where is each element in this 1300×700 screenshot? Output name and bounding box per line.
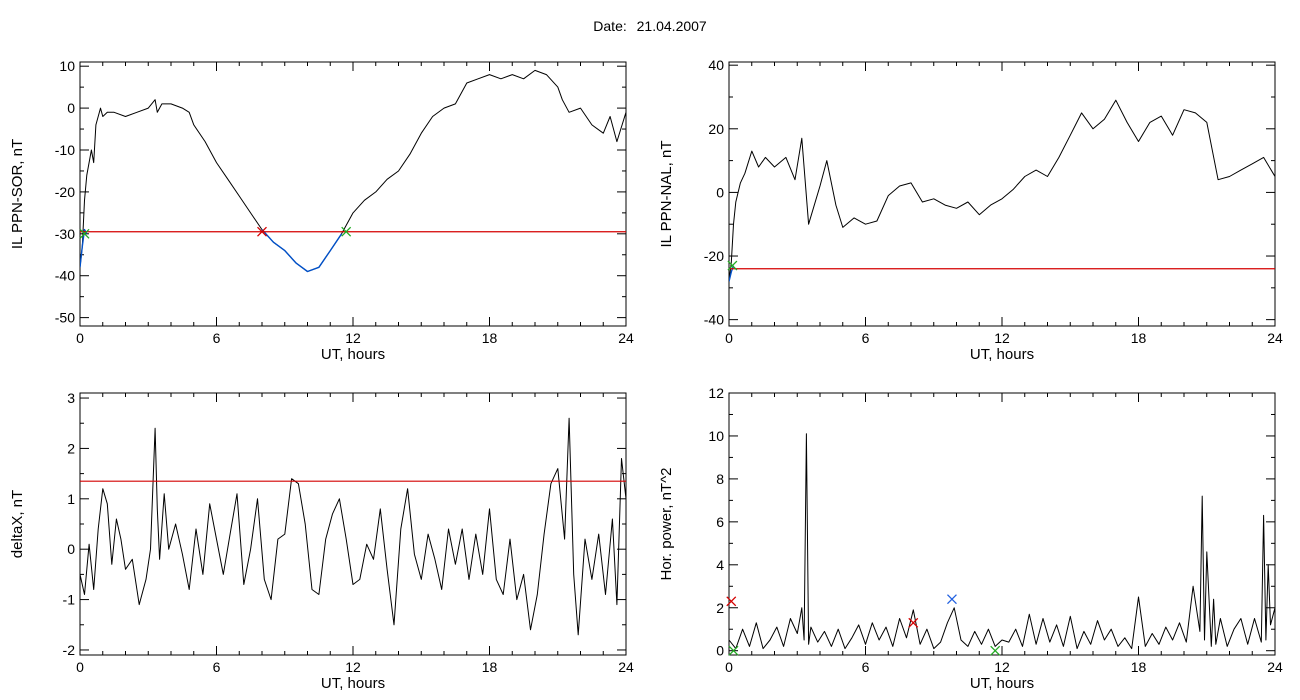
x-tick-label: 12 bbox=[994, 659, 1010, 675]
y-tick-label: 20 bbox=[708, 121, 724, 137]
plot-area bbox=[80, 417, 626, 636]
y-tick-label: -2 bbox=[63, 642, 76, 658]
x-axis-label: UT, hours bbox=[970, 675, 1034, 692]
x-tick-label: 24 bbox=[1267, 659, 1283, 675]
x-tick-label: 6 bbox=[213, 659, 221, 675]
plot-area bbox=[729, 433, 1275, 650]
y-axis-label: IL PPN-SOR, nT bbox=[9, 139, 26, 249]
marker-green bbox=[341, 226, 352, 237]
x-axis-label: UT, hours bbox=[970, 346, 1034, 363]
marker-green bbox=[79, 228, 90, 239]
y-tick-label: 4 bbox=[716, 557, 724, 573]
marker-red bbox=[726, 596, 737, 607]
y-axis-label: IL PPN-NAL, nT bbox=[658, 141, 675, 248]
y-tick-label: 12 bbox=[708, 385, 724, 401]
y-tick-label: 2 bbox=[67, 440, 75, 456]
y-tick-label: 10 bbox=[708, 428, 724, 444]
x-tick-label: 24 bbox=[618, 330, 634, 346]
y-axis-label: deltaX, nT bbox=[9, 490, 26, 558]
y-tick-label: 3 bbox=[67, 390, 75, 406]
plot-frame bbox=[79, 61, 627, 327]
y-tick-label: 0 bbox=[716, 643, 724, 659]
y-tick-label: -1 bbox=[63, 592, 76, 608]
x-tick-label: 6 bbox=[862, 659, 870, 675]
x-tick-label: 6 bbox=[213, 330, 221, 346]
marker-red bbox=[908, 617, 919, 628]
y-tick-label: 10 bbox=[59, 58, 75, 74]
data-trace bbox=[729, 99, 1275, 282]
x-tick-label: 0 bbox=[76, 659, 84, 675]
plot-area bbox=[80, 69, 626, 273]
plot-frame bbox=[728, 392, 1276, 656]
marker-green bbox=[990, 645, 1001, 656]
y-tick-label: -20 bbox=[704, 248, 724, 264]
x-tick-label: 18 bbox=[1131, 659, 1147, 675]
panel-hor-power: 0 6 12 18 24 12 10 8 6 4 2 0 UT, hours Hor. power, nT… bbox=[658, 385, 1283, 692]
y-tick-label: 8 bbox=[716, 471, 724, 487]
data-trace bbox=[80, 69, 626, 272]
y-tick-label: -10 bbox=[55, 142, 75, 158]
marker-red bbox=[257, 226, 267, 237]
y-tick-label: 1 bbox=[67, 491, 75, 507]
y-tick-label: 0 bbox=[67, 541, 75, 557]
data-trace bbox=[80, 417, 626, 636]
y-tick-label: -40 bbox=[704, 312, 724, 328]
x-axis-label: UT, hours bbox=[321, 346, 385, 363]
x-tick-label: 18 bbox=[482, 659, 498, 675]
x-tick-label: 0 bbox=[725, 330, 733, 346]
marker-blue bbox=[946, 594, 957, 605]
x-tick-label: 24 bbox=[1267, 330, 1283, 346]
x-tick-label: 18 bbox=[482, 330, 498, 346]
y-tick-label: -30 bbox=[55, 226, 75, 242]
y-tick-label: -50 bbox=[55, 310, 75, 326]
page-title: Date: 21.04.2007 bbox=[0, 18, 1300, 34]
panel-deltax: 0 6 12 18 24 3 2 1 0 -1 -2 UT, hours deltaX, nT bbox=[9, 390, 634, 692]
data-trace bbox=[729, 433, 1275, 650]
panel-il-ppn-nal: 0 6 12 18 24 40 20 0 -20 -40 UT, hours IL PPN-NAL, … bbox=[658, 57, 1283, 363]
x-tick-label: 0 bbox=[725, 659, 733, 675]
x-tick-label: 18 bbox=[1131, 330, 1147, 346]
highlighted-trace bbox=[729, 265, 735, 282]
x-tick-label: 12 bbox=[994, 330, 1010, 346]
y-tick-label: 2 bbox=[716, 600, 724, 616]
y-tick-label: -40 bbox=[55, 268, 75, 284]
x-tick-label: 0 bbox=[76, 330, 84, 346]
y-tick-label: -20 bbox=[55, 184, 75, 200]
y-tick-label: 0 bbox=[716, 184, 724, 200]
y-axis-label: Hor. power, nT^2 bbox=[658, 468, 675, 581]
panel-il-ppn-sor: 0 6 12 18 24 10 0 -10 -20 -30 -40 -50 UT, hours IL PP… bbox=[9, 58, 634, 363]
x-axis-label: UT, hours bbox=[321, 675, 385, 692]
x-tick-label: 12 bbox=[345, 659, 361, 675]
x-tick-label: 12 bbox=[345, 330, 361, 346]
date-value: 21.04.2007 bbox=[636, 18, 707, 34]
highlighted-trace bbox=[261, 229, 343, 273]
x-tick-label: 6 bbox=[862, 330, 870, 346]
y-tick-label: 6 bbox=[716, 514, 724, 530]
date-label: Date: bbox=[593, 18, 627, 34]
marker-green bbox=[727, 260, 738, 271]
y-tick-label: 0 bbox=[67, 100, 75, 116]
plot-frame bbox=[728, 61, 1276, 327]
x-tick-label: 24 bbox=[618, 659, 634, 675]
marker-green bbox=[728, 645, 739, 656]
plot-area bbox=[729, 99, 1275, 282]
y-tick-label: 40 bbox=[708, 57, 724, 73]
